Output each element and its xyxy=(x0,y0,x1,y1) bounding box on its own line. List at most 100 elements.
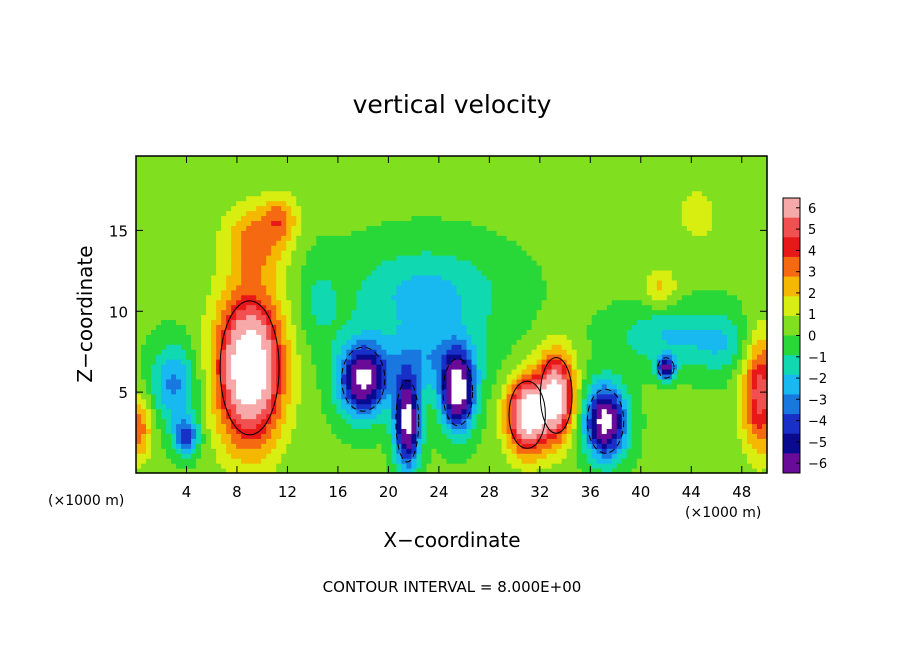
heatmap-cell xyxy=(301,185,307,192)
heatmap-cell xyxy=(351,339,357,345)
heatmap-cell xyxy=(381,180,387,187)
heatmap-cell xyxy=(276,319,282,325)
heatmap-cell xyxy=(361,359,367,365)
heatmap-cell xyxy=(291,274,297,281)
heatmap-cell xyxy=(386,170,393,177)
heatmap-cell xyxy=(376,279,382,286)
heatmap-cell xyxy=(386,235,393,241)
heatmap-cell xyxy=(201,423,207,430)
heatmap-cell xyxy=(501,453,508,459)
heatmap-cell xyxy=(226,210,232,217)
heatmap-cell xyxy=(251,413,257,420)
heatmap-cell xyxy=(281,418,287,425)
heatmap-cell xyxy=(371,423,377,430)
heatmap-cell xyxy=(166,423,172,430)
heatmap-cell xyxy=(261,378,267,385)
heatmap-cell xyxy=(371,190,377,197)
heatmap-cell xyxy=(446,398,453,405)
heatmap-cell xyxy=(236,378,242,385)
heatmap-cell xyxy=(151,294,157,301)
heatmap-cell xyxy=(181,314,187,321)
heatmap-cell xyxy=(516,195,523,202)
heatmap-cell xyxy=(426,344,433,350)
heatmap-cell xyxy=(216,230,222,236)
heatmap-cell xyxy=(181,240,187,246)
heatmap-cell xyxy=(296,383,302,390)
heatmap-cell xyxy=(491,284,498,291)
heatmap-cell xyxy=(511,418,518,425)
heatmap-cell xyxy=(511,383,518,390)
heatmap-cell xyxy=(256,359,262,365)
heatmap-cell xyxy=(251,324,257,330)
heatmap-cell xyxy=(306,354,312,360)
heatmap-cell xyxy=(336,274,342,281)
heatmap-cell xyxy=(336,240,342,246)
heatmap-cell xyxy=(251,334,257,340)
heatmap-cell xyxy=(351,364,357,370)
heatmap-cell xyxy=(226,329,232,335)
heatmap-cell xyxy=(336,438,342,444)
heatmap-cell xyxy=(316,334,322,340)
heatmap-cell xyxy=(296,250,302,256)
heatmap-cell xyxy=(251,378,257,385)
heatmap-cell xyxy=(251,264,257,271)
heatmap-cell xyxy=(471,433,478,439)
heatmap-cell xyxy=(261,329,267,335)
heatmap-cell xyxy=(461,344,468,350)
heatmap-cell xyxy=(436,294,443,301)
heatmap-cell xyxy=(216,448,222,454)
heatmap-cell xyxy=(176,458,182,464)
heatmap-cell xyxy=(301,368,307,375)
heatmap-cell xyxy=(516,185,523,192)
heatmap-cell xyxy=(401,468,408,474)
heatmap-cell xyxy=(341,304,347,311)
heatmap-cell xyxy=(201,448,207,454)
heatmap-cell xyxy=(336,294,342,301)
heatmap-cell xyxy=(226,195,232,202)
heatmap-cell xyxy=(501,225,508,231)
heatmap-cell xyxy=(416,160,423,167)
heatmap-cell xyxy=(321,423,327,430)
heatmap-cell xyxy=(351,210,357,217)
heatmap-cell xyxy=(431,264,438,271)
heatmap-cell xyxy=(416,383,423,390)
heatmap-cell xyxy=(346,463,352,469)
heatmap-cell xyxy=(441,284,448,291)
heatmap-cell xyxy=(326,240,332,246)
heatmap-cell xyxy=(441,220,448,226)
heatmap-cell xyxy=(321,156,327,162)
heatmap-cell xyxy=(416,413,423,420)
heatmap-cell xyxy=(486,463,493,469)
heatmap-cell xyxy=(356,235,362,241)
heatmap-cell xyxy=(491,170,498,177)
heatmap-cell xyxy=(246,453,252,459)
heatmap-cell xyxy=(311,433,317,439)
heatmap-cell xyxy=(476,225,483,231)
heatmap-cell xyxy=(396,245,403,251)
heatmap-cell xyxy=(376,260,382,266)
heatmap-cell xyxy=(321,185,327,192)
heatmap-cell xyxy=(381,319,387,325)
heatmap-cell xyxy=(166,344,172,350)
heatmap-cell xyxy=(451,378,458,385)
heatmap-cell xyxy=(496,245,503,251)
heatmap-cell xyxy=(216,274,222,281)
heatmap-cell xyxy=(421,368,428,375)
heatmap-cell xyxy=(366,284,372,291)
heatmap-cell xyxy=(201,453,207,459)
heatmap-cell xyxy=(481,156,488,162)
heatmap-cell xyxy=(336,309,342,316)
heatmap-cell xyxy=(346,364,352,370)
heatmap-cell xyxy=(136,438,142,444)
heatmap-cell xyxy=(311,250,317,256)
heatmap-cell xyxy=(156,388,162,395)
heatmap-cell xyxy=(226,383,232,390)
heatmap-cell xyxy=(471,180,478,187)
heatmap-cell xyxy=(366,260,372,266)
heatmap-cell xyxy=(201,264,207,271)
heatmap-cell xyxy=(506,200,513,207)
heatmap-cell xyxy=(311,240,317,246)
heatmap-cell xyxy=(246,190,252,197)
heatmap-cell xyxy=(451,185,458,192)
heatmap-cell xyxy=(221,225,227,231)
